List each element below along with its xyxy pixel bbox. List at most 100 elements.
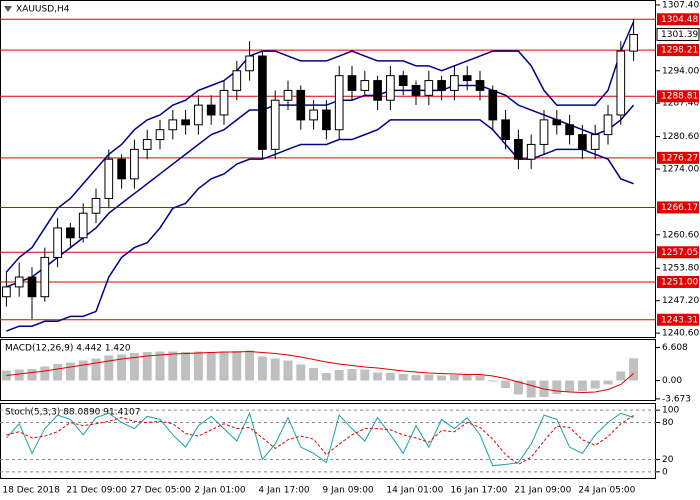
histogram-bar bbox=[168, 351, 178, 381]
level-label: 1304.48 bbox=[661, 15, 698, 25]
histogram-bar bbox=[117, 354, 127, 381]
y-tick-label: 1240.60 bbox=[662, 329, 699, 339]
series-line bbox=[5, 21, 635, 273]
candle-body bbox=[91, 197, 101, 214]
candle-body bbox=[603, 114, 613, 136]
histogram-bar bbox=[65, 362, 75, 381]
y-tick-label: 1287.40 bbox=[662, 99, 699, 109]
histogram-bar bbox=[565, 380, 575, 392]
histogram-bar bbox=[232, 351, 242, 381]
histogram-bar bbox=[129, 353, 139, 381]
candle-body bbox=[539, 119, 549, 145]
histogram-bar bbox=[462, 374, 472, 381]
main-panel bbox=[0, 0, 656, 338]
candle-body bbox=[629, 33, 638, 52]
chart-title: XAUUSD,H4 bbox=[16, 5, 70, 15]
y-tick-label: -3.673 bbox=[662, 394, 691, 404]
stoch-title: Stoch(5,3,3) 88.0890 91.4107 bbox=[5, 408, 140, 418]
candle-body bbox=[296, 89, 306, 121]
candle-body bbox=[450, 75, 459, 91]
histogram-bar bbox=[603, 380, 613, 385]
histogram-bar bbox=[219, 351, 229, 381]
level-label-box bbox=[657, 90, 699, 103]
histogram-bar bbox=[257, 356, 267, 381]
series-line bbox=[6, 350, 634, 394]
histogram-bar bbox=[373, 372, 383, 381]
histogram-bar bbox=[398, 374, 408, 381]
candle-body bbox=[78, 212, 88, 239]
candle-body bbox=[130, 148, 139, 180]
stoch-panel bbox=[0, 403, 656, 479]
candle-body bbox=[66, 227, 75, 239]
candle-body bbox=[245, 55, 254, 72]
y-tick-label: 1274.00 bbox=[662, 165, 699, 175]
y-tick-label: 80 bbox=[662, 418, 674, 428]
series-line bbox=[6, 411, 634, 467]
y-tick-label: 1247.20 bbox=[662, 296, 699, 306]
candle-body bbox=[219, 89, 229, 116]
level-label: 1243.31 bbox=[661, 315, 698, 325]
histogram-bar bbox=[27, 369, 37, 381]
level-label-box bbox=[657, 44, 699, 57]
level-label: 1276.27 bbox=[661, 153, 698, 163]
level-label: 1251.00 bbox=[661, 277, 698, 287]
candle-body bbox=[104, 158, 114, 199]
histogram-bar bbox=[334, 370, 344, 381]
y-tick-label: 1307.40 bbox=[662, 0, 699, 10]
histogram-bar bbox=[475, 375, 485, 381]
level-label-box bbox=[657, 275, 699, 288]
candle-body bbox=[232, 70, 242, 91]
histogram-bar bbox=[616, 371, 626, 381]
x-tick-label: 16 Jan 17:00 bbox=[450, 486, 507, 496]
y-tick-label: 0.00 bbox=[662, 376, 682, 386]
candle-body bbox=[386, 75, 395, 101]
histogram-bar bbox=[155, 351, 165, 381]
x-tick-label: 2 Jan 01:00 bbox=[194, 486, 246, 496]
candle-body bbox=[142, 139, 152, 150]
candle-body bbox=[360, 80, 370, 91]
candle-body bbox=[206, 104, 216, 116]
candle-body bbox=[322, 109, 331, 131]
histogram-bar bbox=[577, 380, 587, 391]
histogram-bar bbox=[526, 380, 536, 398]
x-tick-label: 9 Jan 09:00 bbox=[322, 486, 374, 496]
candle-body bbox=[53, 227, 62, 258]
candle-body bbox=[398, 75, 408, 86]
candle-body bbox=[334, 75, 344, 131]
histogram-bar bbox=[309, 368, 319, 381]
histogram-bar bbox=[347, 369, 357, 381]
histogram-bar bbox=[104, 355, 114, 381]
candle-body bbox=[475, 80, 485, 91]
candle-body bbox=[117, 158, 126, 180]
level-label-box bbox=[657, 13, 699, 26]
histogram-bar bbox=[360, 369, 370, 381]
candle-body bbox=[283, 89, 293, 101]
histogram-bar bbox=[206, 352, 216, 381]
x-tick-label: 14 Jan 01:00 bbox=[386, 486, 443, 496]
level-label-box bbox=[657, 201, 699, 214]
histogram-bar bbox=[437, 375, 447, 381]
histogram-bar bbox=[385, 373, 395, 381]
level-label: 1257.05 bbox=[661, 248, 698, 258]
candle-body bbox=[578, 134, 587, 150]
histogram-bar bbox=[629, 358, 639, 381]
histogram-bar bbox=[321, 373, 331, 381]
candle-body bbox=[501, 119, 510, 141]
y-tick-label: 1253.80 bbox=[662, 264, 699, 274]
x-tick-label: 4 Jan 17:00 bbox=[258, 486, 310, 496]
candle-body bbox=[309, 109, 318, 121]
level-label-box bbox=[657, 151, 699, 164]
histogram-bar bbox=[142, 352, 152, 381]
candle-body bbox=[616, 50, 626, 116]
macd-panel bbox=[0, 339, 656, 401]
histogram-bar bbox=[283, 360, 293, 381]
series-line bbox=[6, 84, 635, 288]
x-tick-label: 24 Jan 05:00 bbox=[578, 486, 635, 496]
candle-body bbox=[565, 124, 574, 136]
histogram-bar bbox=[590, 380, 600, 389]
histogram-bar bbox=[296, 364, 306, 381]
candle-body bbox=[347, 75, 357, 91]
level-label-box bbox=[657, 246, 699, 259]
y-tick-label: 1260.60 bbox=[662, 230, 699, 240]
